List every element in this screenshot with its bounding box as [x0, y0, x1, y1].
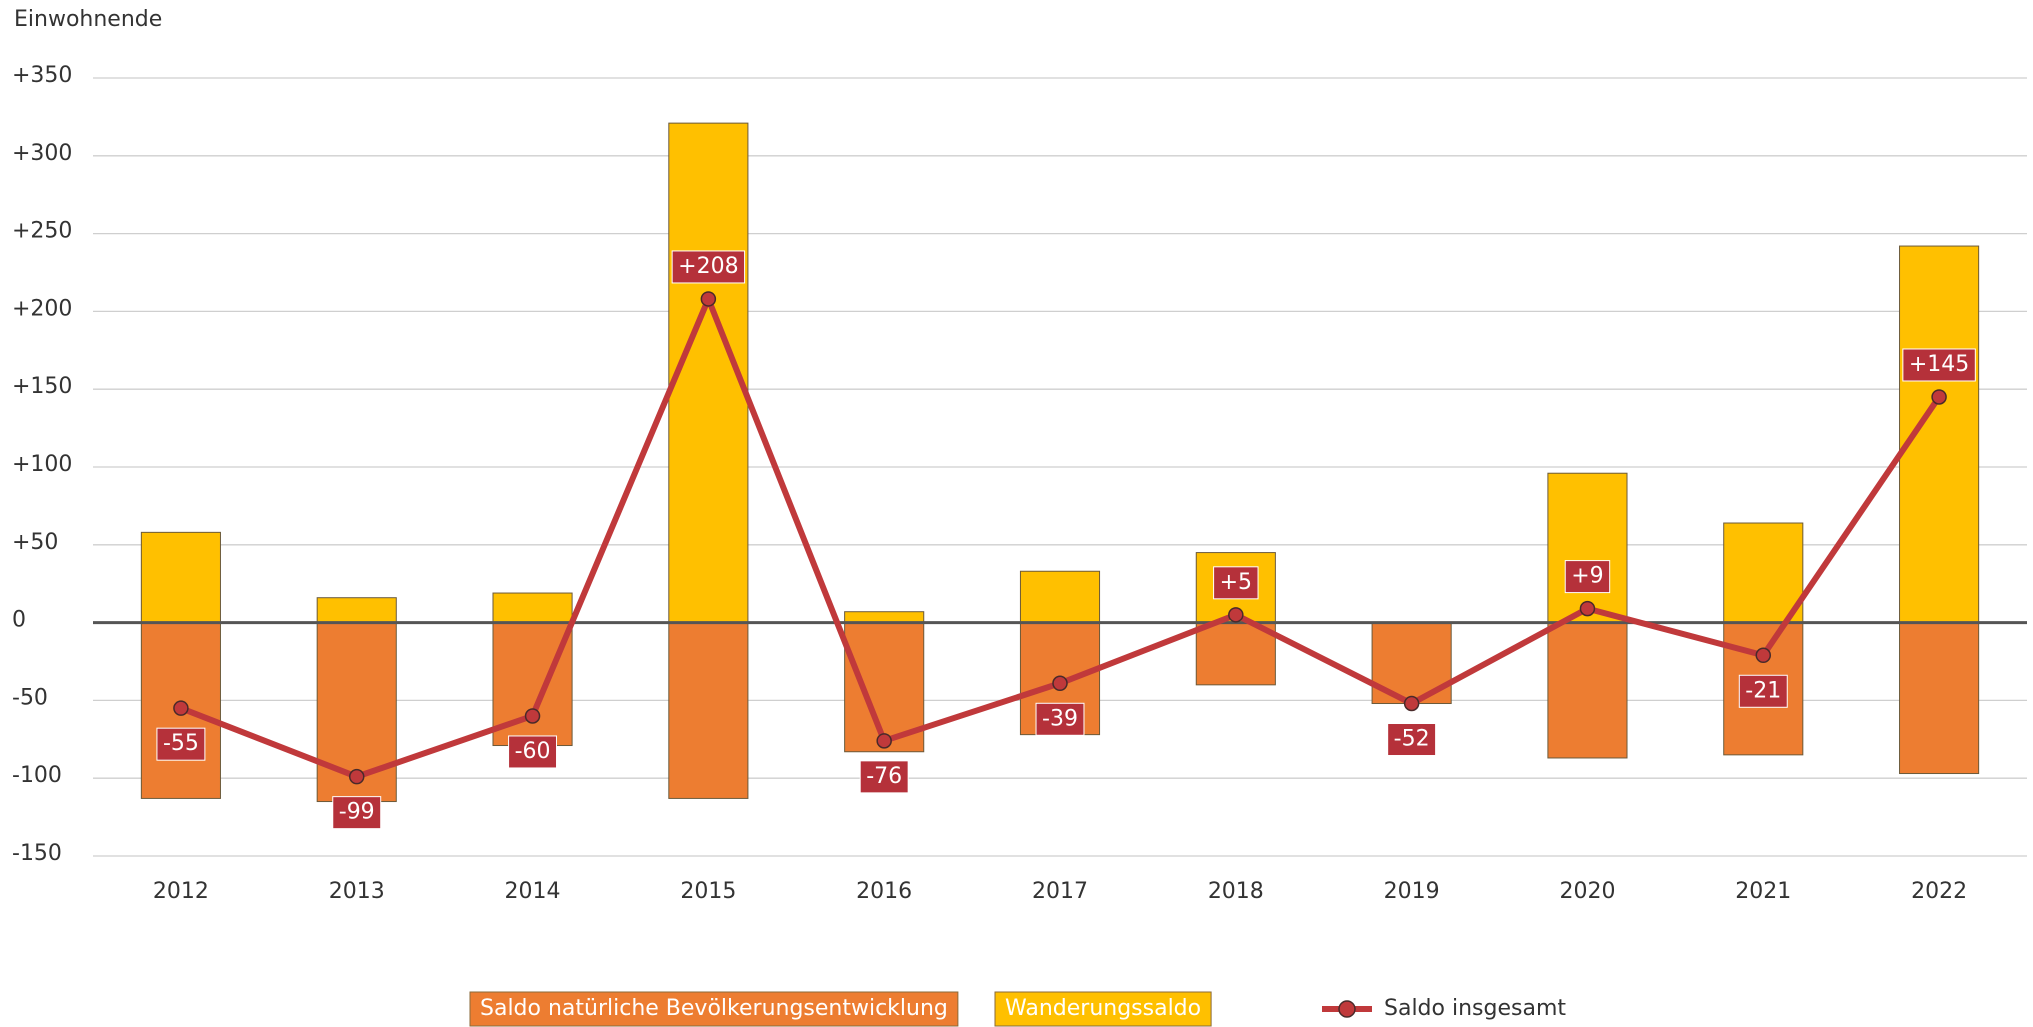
bars — [140, 122, 1980, 803]
legend-marker — [1338, 1000, 1356, 1018]
point — [348, 768, 365, 785]
legend-label: Saldo natürliche Bevölkerungsentwicklung — [480, 996, 948, 1021]
y-tick-label: -100 — [12, 763, 62, 788]
x-tick-label: 2019 — [1384, 879, 1440, 904]
value-label-box — [1902, 348, 1976, 382]
value-label-box — [671, 250, 746, 284]
value-label: -21 — [1745, 678, 1781, 703]
bar — [316, 622, 397, 803]
point — [1755, 647, 1772, 664]
value-label: +9 — [1571, 564, 1603, 589]
point — [1403, 695, 1420, 712]
legend-swatch — [994, 991, 1212, 1027]
y-tick-label: +200 — [12, 296, 72, 321]
value-label-box — [1387, 723, 1437, 757]
x-tick-label: 2015 — [680, 879, 736, 904]
point — [1228, 607, 1244, 623]
bar — [668, 622, 749, 799]
value-label: +208 — [678, 254, 738, 279]
axis: 2012 2013 2014 2015 2016 2017 2018 2019 2020 2021… — [93, 621, 2027, 904]
value-label: -55 — [163, 731, 199, 756]
bar — [1547, 622, 1628, 759]
point — [700, 291, 717, 307]
legend-swatch — [469, 991, 959, 1027]
x-tick-label: 2021 — [1735, 879, 1791, 904]
legend-label: Saldo insgesamt — [1384, 996, 1566, 1021]
axis-title: Einwohnende — [14, 7, 162, 32]
bar — [1723, 522, 1804, 624]
point — [876, 733, 892, 749]
y-tick-label: -50 — [12, 685, 48, 710]
x-tick-label: 2022 — [1911, 879, 1967, 904]
value-label: -39 — [1042, 706, 1078, 731]
point — [1052, 675, 1068, 692]
x-tick-label: 2018 — [1208, 879, 1264, 904]
bar — [140, 622, 221, 799]
y-tick-label: +100 — [12, 452, 72, 477]
y-tick-label: 0 — [12, 608, 26, 633]
bar — [140, 531, 221, 624]
x-tick-label: 2012 — [153, 879, 209, 904]
bar — [492, 592, 573, 624]
line-layer: -55 -99 -60 +208 -76 -39 +5 -52 +9 -21 +145 — [156, 250, 1976, 830]
point — [1931, 389, 1947, 405]
value-label-box — [156, 727, 206, 761]
value-label-box — [1564, 560, 1611, 594]
x-tick-label: 2014 — [505, 879, 561, 904]
value-label-box — [1738, 674, 1788, 708]
bar — [316, 597, 397, 624]
point — [173, 700, 189, 716]
x-tick-label: 2016 — [856, 879, 912, 904]
x-tick-label: 2017 — [1032, 879, 1088, 904]
value-label: -76 — [866, 764, 902, 789]
bar — [1899, 622, 1980, 775]
value-label-box — [859, 760, 909, 794]
y-tick-label: +150 — [12, 374, 72, 399]
value-label-box — [508, 735, 558, 769]
legend-label: Wanderungssaldo — [1005, 996, 1201, 1021]
value-label: +5 — [1220, 570, 1252, 595]
value-label-box — [1035, 702, 1085, 736]
y-tick-label: +50 — [12, 530, 58, 555]
y-tick-label: +250 — [12, 219, 72, 244]
bar — [844, 611, 925, 624]
x-tick-label: 2013 — [329, 879, 385, 904]
value-label: -52 — [1394, 727, 1430, 752]
bar — [1019, 570, 1101, 624]
value-label: -99 — [339, 800, 375, 825]
value-label: -60 — [515, 739, 551, 764]
value-label: +145 — [1909, 352, 1969, 377]
value-label-box — [332, 796, 382, 830]
y-tick-label: +350 — [12, 63, 72, 88]
point — [1579, 600, 1596, 617]
x-tick-label: 2020 — [1559, 879, 1615, 904]
y-tick-label: +300 — [12, 141, 72, 166]
y-tick-label: -150 — [12, 841, 62, 866]
bar — [1547, 472, 1628, 624]
value-label-box — [1213, 566, 1259, 600]
point — [524, 708, 541, 724]
